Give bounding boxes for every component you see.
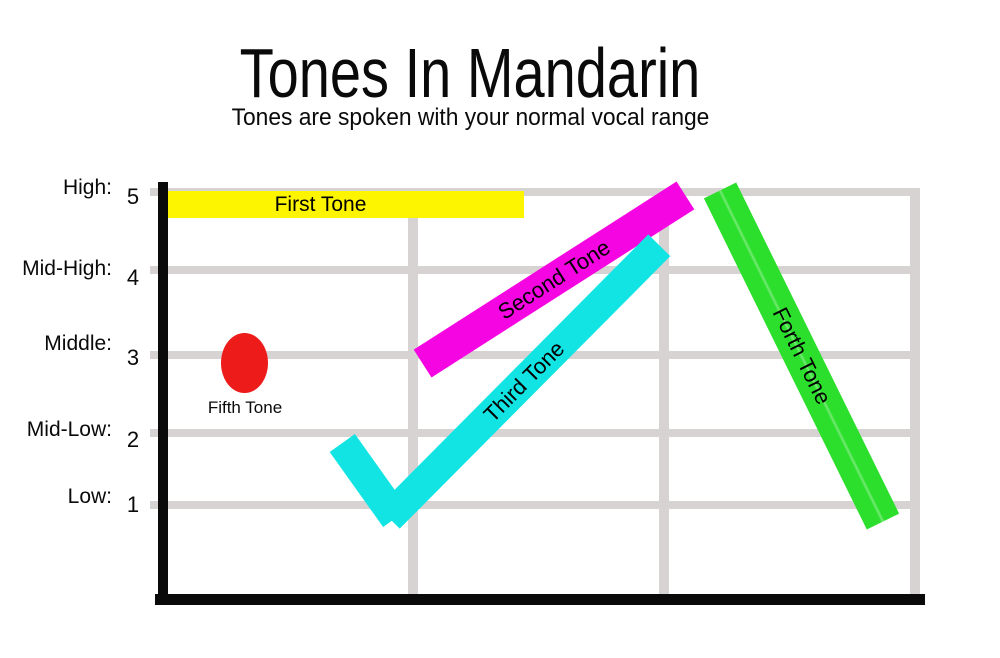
page-subtitle: Tones are spoken with your normal vocal …	[231, 104, 709, 131]
gridline-level-4	[150, 266, 918, 274]
y-label-high: High:	[62, 176, 112, 199]
y-label-low: Low:	[67, 485, 112, 508]
gridline-vertical-1	[408, 188, 418, 594]
x-axis-line	[155, 594, 925, 605]
y-tick-2: 2	[126, 427, 140, 452]
y-label-mid-low: Mid-Low:	[26, 418, 112, 441]
y-tick-3: 3	[126, 345, 140, 370]
first-tone-label: First Tone	[274, 192, 367, 216]
fifth-tone-label: Fifth Tone	[207, 398, 283, 417]
y-tick-4: 4	[126, 265, 140, 290]
gridline-vertical-3	[910, 188, 920, 594]
page-title: Tones In Mandarin	[239, 34, 701, 112]
gridline-vertical-2	[659, 188, 669, 594]
gridline-level-5	[150, 188, 918, 196]
y-axis-line	[158, 182, 168, 605]
gridline-level-2	[150, 429, 918, 437]
third-tone-label: Third Tone	[478, 335, 569, 427]
y-label-mid-high: Mid-High:	[22, 257, 112, 280]
fifth-tone-dot	[221, 333, 268, 393]
y-label-middle: Middle:	[44, 332, 112, 355]
gridline-level-1	[150, 501, 918, 509]
first-tone-bar: First Tone	[167, 191, 524, 218]
y-tick-5: 5	[126, 184, 140, 209]
y-tick-1: 1	[126, 492, 140, 517]
